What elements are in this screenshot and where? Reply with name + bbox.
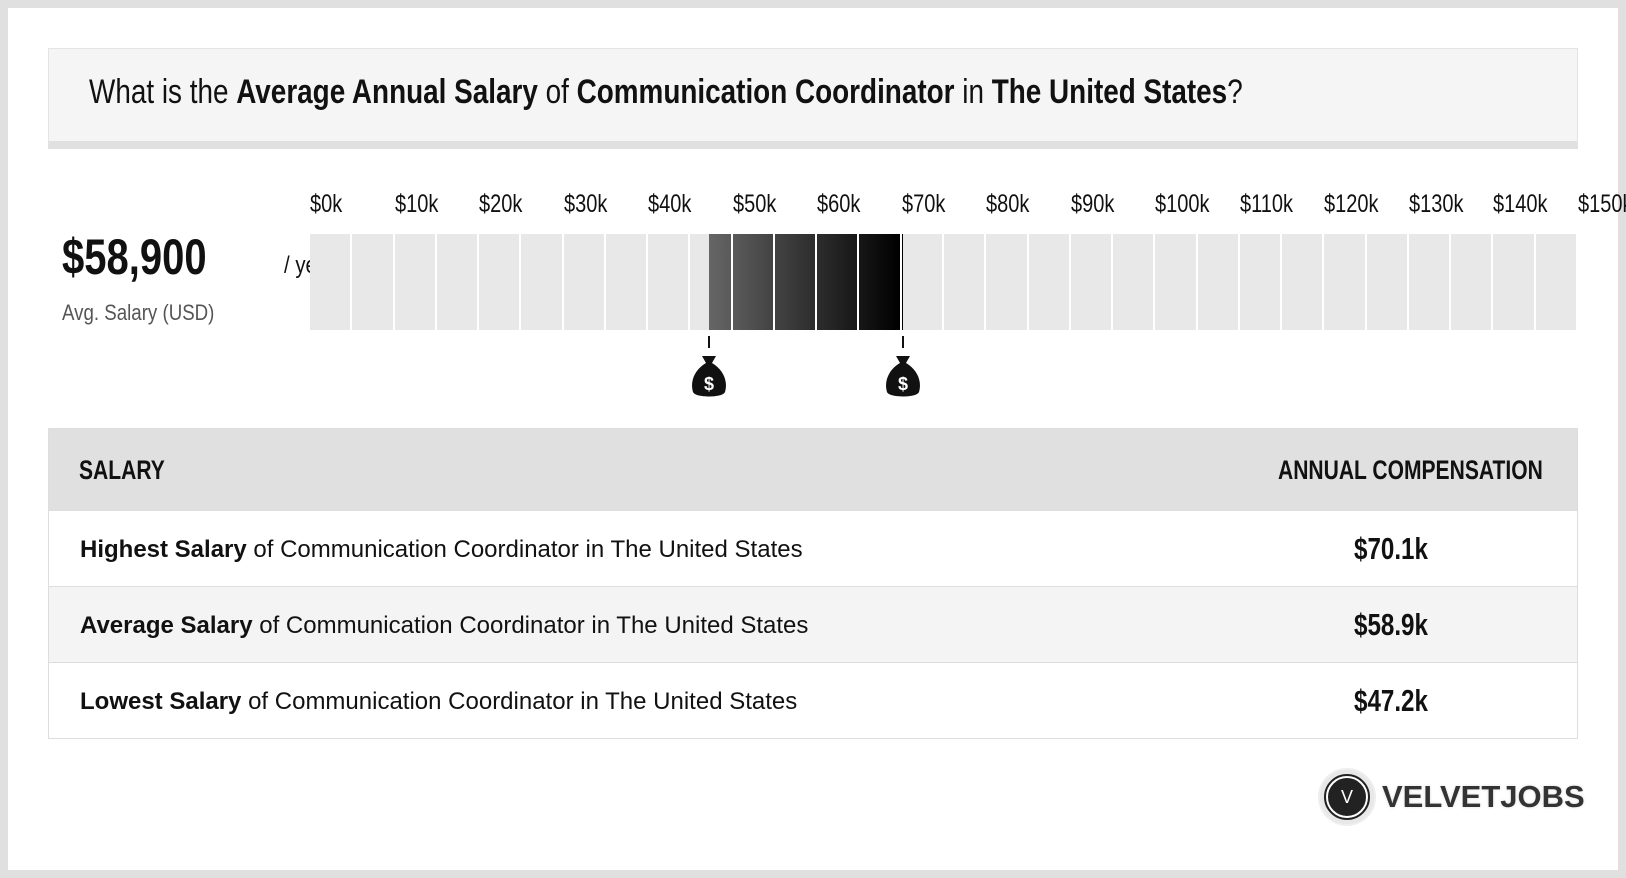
salary-range-segment xyxy=(732,234,773,330)
bar-cell xyxy=(1197,234,1238,330)
salary-range-segment xyxy=(901,234,903,330)
header-salary: SALARY xyxy=(79,455,165,485)
bar-cell xyxy=(1239,234,1281,330)
money-bag-icon: $ xyxy=(692,356,726,397)
x-tick-label: $30k xyxy=(563,190,607,218)
salary-range-segment xyxy=(708,234,731,330)
bar-cell xyxy=(479,234,520,330)
bar-cell xyxy=(1366,234,1407,330)
row-label: Average Salary of Communication Coordina… xyxy=(80,612,808,640)
svg-text:$: $ xyxy=(898,374,908,394)
row-label-bold: Highest Salary xyxy=(80,536,247,563)
bar-cell xyxy=(1028,234,1069,330)
bar-cell xyxy=(394,234,435,330)
row-label-bold: Lowest Salary xyxy=(80,688,242,715)
title-text: ? xyxy=(1227,73,1243,111)
bar-cell xyxy=(1408,234,1450,330)
bar-cell xyxy=(436,234,478,330)
bar-cell xyxy=(944,234,985,330)
logo-mark-letter: V xyxy=(1326,776,1368,818)
bar-cell xyxy=(310,234,351,330)
svg-text:$: $ xyxy=(704,374,714,394)
table-row: Highest Salary of Communication Coordina… xyxy=(49,510,1577,586)
logo-text: VELVETJOBS xyxy=(1382,779,1585,814)
bar-cell xyxy=(605,234,647,330)
x-tick-label: $140k xyxy=(1493,190,1548,218)
x-tick-label: $110k xyxy=(1239,190,1293,218)
table-header: SALARY ANNUAL COMPENSATION xyxy=(49,429,1577,510)
x-tick-label: $10k xyxy=(394,190,438,218)
x-tick-label: $100k xyxy=(1155,190,1210,218)
bar-cell xyxy=(1070,234,1112,330)
bar-cell xyxy=(352,234,393,330)
bar-cell xyxy=(1493,234,1534,330)
bar-cell xyxy=(1155,234,1196,330)
title-text: What is the xyxy=(89,73,237,111)
page-title: What is the Average Annual Salary of Com… xyxy=(89,73,1243,112)
row-label-text: of Communication Coordinator in The Unit… xyxy=(252,612,809,639)
x-tick-label: $0k xyxy=(310,190,343,218)
bar-cell xyxy=(1451,234,1492,330)
row-value: $70.1k xyxy=(1354,531,1428,566)
bar-cell xyxy=(1324,234,1365,330)
salary-range-bar xyxy=(310,234,1578,330)
x-tick-label: $120k xyxy=(1324,190,1379,218)
average-salary: $58,900/ year xyxy=(62,228,335,286)
x-tick-label: $60k xyxy=(817,190,861,218)
x-tick-label: $20k xyxy=(479,190,523,218)
bar-cell xyxy=(901,234,942,330)
salary-range-segment xyxy=(774,234,816,330)
x-tick-label: $90k xyxy=(1070,190,1115,218)
x-axis-ticks: $0k $10k $20k $30k $40k $50k $60k $70k $80k $90k $… xyxy=(310,190,1626,220)
x-tick-label: $80k xyxy=(986,190,1030,218)
row-label-text: of Communication Coordinator in The Unit… xyxy=(241,688,798,715)
bar-cell xyxy=(1535,234,1576,330)
average-salary-label: Avg. Salary (USD) xyxy=(62,300,215,325)
money-bag-icon: $ xyxy=(885,356,920,397)
x-tick-label: $70k xyxy=(901,190,946,218)
salary-range-segment xyxy=(859,234,900,330)
bar-cell xyxy=(986,234,1027,330)
row-label: Lowest Salary of Communication Coordinat… xyxy=(80,688,797,716)
row-value: $47.2k xyxy=(1354,683,1428,718)
bar-cell xyxy=(521,234,562,330)
title-job: Communication Coordinator xyxy=(576,73,955,111)
salary-range-segment xyxy=(817,234,858,330)
bar-cell xyxy=(1282,234,1323,330)
row-label-bold: Average Salary xyxy=(80,612,253,639)
bar-cell xyxy=(648,234,689,330)
header: What is the Average Annual Salary of Com… xyxy=(48,48,1578,149)
row-label: Highest Salary of Communication Coordina… xyxy=(80,536,803,564)
header-annual-compensation: ANNUAL COMPENSATION xyxy=(1278,455,1543,485)
salary-table: SALARY ANNUAL COMPENSATION Highest Salary… xyxy=(48,428,1578,739)
x-tick-label: $50k xyxy=(732,190,777,218)
title-text: of xyxy=(537,73,577,111)
table-row: Lowest Salary of Communication Coordinat… xyxy=(49,662,1577,738)
title-location: The United States xyxy=(991,73,1228,111)
x-tick-label: $150k+ xyxy=(1578,190,1626,218)
bar-cell xyxy=(1113,234,1154,330)
velvetjobs-logo: V VELVETJOBS xyxy=(1320,770,1585,824)
logo-mark: V xyxy=(1320,770,1374,824)
title-bold: Average Annual Salary xyxy=(236,73,538,111)
title-text: in xyxy=(954,73,992,111)
x-tick-label: $130k xyxy=(1408,190,1464,218)
row-label-text: of Communication Coordinator in The Unit… xyxy=(246,536,803,563)
range-marker: $ xyxy=(883,336,923,405)
average-salary-value: $58,900 xyxy=(62,229,207,285)
bar-cell xyxy=(563,234,604,330)
range-marker: $ xyxy=(689,336,729,405)
x-tick-label: $40k xyxy=(648,190,692,218)
row-value: $58.9k xyxy=(1354,607,1428,642)
table-row: Average Salary of Communication Coordina… xyxy=(49,586,1577,662)
